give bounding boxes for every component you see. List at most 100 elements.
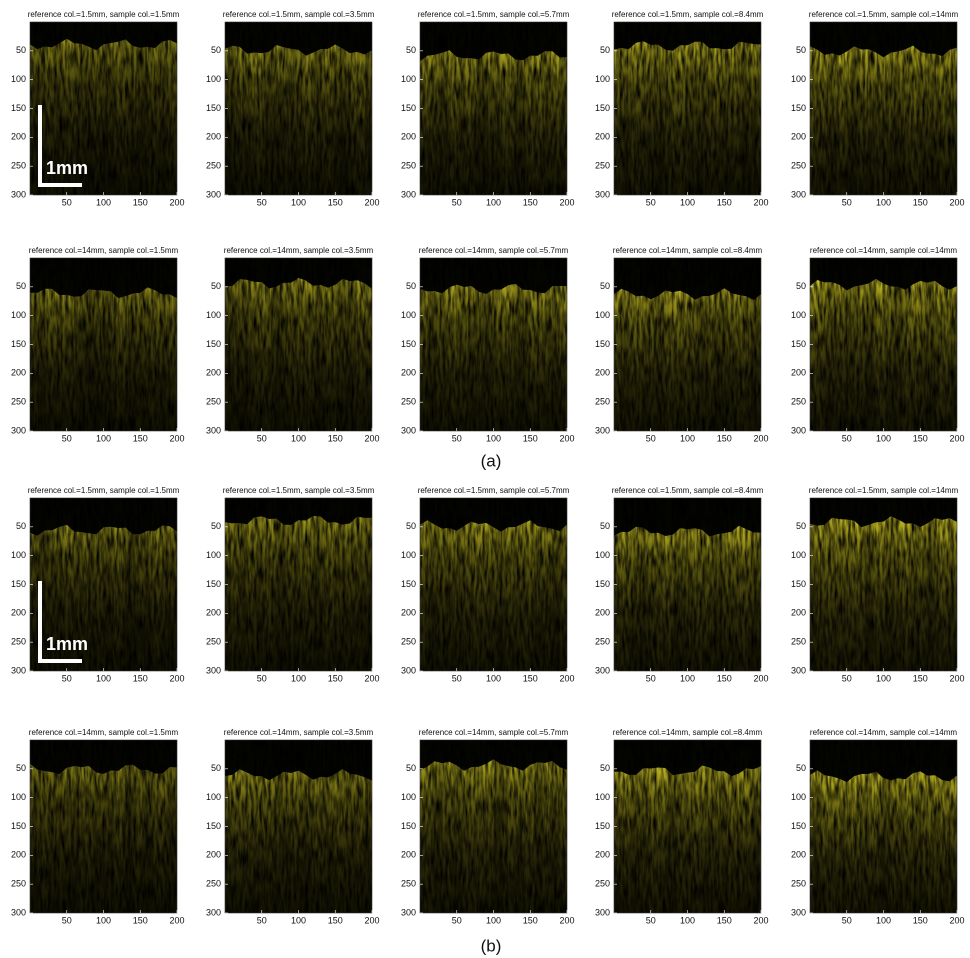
panel: reference col.=1.5mm, sample col.=5.7mm5… <box>401 486 575 683</box>
x-tick-label: 50 <box>62 673 72 683</box>
panel: reference col.=1.5mm, sample col.=5.7mm5… <box>401 10 575 207</box>
x-tick-label: 150 <box>133 915 148 925</box>
x-tick-label: 150 <box>523 915 538 925</box>
panel: reference col.=14mm, sample col.=5.7mm50… <box>401 728 575 925</box>
x-tick-label: 50 <box>646 673 656 683</box>
y-tick-label: 300 <box>11 189 26 199</box>
y-tick-label: 200 <box>595 132 610 142</box>
x-tick-label: 150 <box>523 197 538 207</box>
panel: reference col.=1.5mm, sample col.=1.5mm5… <box>11 486 185 683</box>
x-tick-label: 150 <box>913 433 928 443</box>
panel-title: reference col.=1.5mm, sample col.=3.5mm <box>223 486 375 495</box>
y-tick-label: 200 <box>206 850 221 860</box>
streaks <box>420 22 567 195</box>
y-tick-label: 250 <box>791 161 806 171</box>
y-tick-label: 100 <box>595 310 610 320</box>
y-tick-label: 200 <box>206 132 221 142</box>
y-tick-label: 200 <box>11 608 26 618</box>
y-tick-label: 250 <box>11 637 26 647</box>
panel-title: reference col.=1.5mm, sample col.=8.4mm <box>612 486 764 495</box>
streaks <box>614 258 761 431</box>
x-tick-label: 150 <box>717 197 732 207</box>
x-tick-label: 150 <box>133 197 148 207</box>
y-tick-label: 250 <box>206 879 221 889</box>
y-tick-label: 200 <box>401 368 416 378</box>
y-tick-label: 100 <box>11 74 26 84</box>
x-tick-label: 50 <box>842 673 852 683</box>
x-tick-label: 200 <box>753 433 768 443</box>
x-tick-label: 200 <box>753 915 768 925</box>
streaks <box>810 740 957 913</box>
y-tick-label: 300 <box>595 665 610 675</box>
y-tick-label: 150 <box>595 821 610 831</box>
x-tick-label: 100 <box>680 915 695 925</box>
x-tick-label: 100 <box>876 673 891 683</box>
y-tick-label: 100 <box>401 550 416 560</box>
y-tick-label: 50 <box>211 281 221 291</box>
x-tick-label: 150 <box>717 915 732 925</box>
y-tick-label: 250 <box>206 397 221 407</box>
x-tick-label: 100 <box>876 915 891 925</box>
y-tick-label: 200 <box>11 850 26 860</box>
y-tick-label: 300 <box>206 907 221 917</box>
y-tick-label: 50 <box>406 521 416 531</box>
panel-title: reference col.=14mm, sample col.=14mm <box>810 246 958 255</box>
y-tick-label: 300 <box>401 665 416 675</box>
y-tick-label: 100 <box>791 550 806 560</box>
y-tick-label: 150 <box>11 339 26 349</box>
streaks <box>810 498 957 671</box>
y-tick-label: 150 <box>401 103 416 113</box>
y-tick-label: 100 <box>11 792 26 802</box>
y-tick-label: 300 <box>401 425 416 435</box>
panel: reference col.=1.5mm, sample col.=14mm50… <box>791 10 965 207</box>
x-tick-label: 150 <box>328 673 343 683</box>
y-tick-label: 50 <box>600 763 610 773</box>
y-tick-label: 250 <box>595 879 610 889</box>
x-tick-label: 50 <box>842 197 852 207</box>
streaks <box>614 498 761 671</box>
y-tick-label: 200 <box>791 368 806 378</box>
y-tick-label: 150 <box>401 821 416 831</box>
panel-title: reference col.=1.5mm, sample col.=14mm <box>809 486 959 495</box>
scale-bar-label: 1mm <box>46 158 88 178</box>
x-tick-label: 150 <box>328 197 343 207</box>
streaks <box>225 258 372 431</box>
panel: reference col.=1.5mm, sample col.=1.5mm5… <box>11 10 185 207</box>
y-tick-label: 150 <box>595 579 610 589</box>
x-tick-label: 100 <box>486 673 501 683</box>
x-tick-label: 100 <box>680 433 695 443</box>
panel: reference col.=1.5mm, sample col.=8.4mm5… <box>595 10 769 207</box>
y-tick-label: 300 <box>595 425 610 435</box>
x-tick-label: 200 <box>753 673 768 683</box>
x-tick-label: 50 <box>62 433 72 443</box>
y-tick-label: 100 <box>401 792 416 802</box>
y-tick-label: 250 <box>791 879 806 889</box>
panel: reference col.=1.5mm, sample col.=8.4mm 5… <box>595 486 769 683</box>
x-tick-label: 150 <box>913 673 928 683</box>
scale-bar-label: 1mm <box>46 634 88 654</box>
x-tick-label: 150 <box>913 197 928 207</box>
x-tick-label: 200 <box>753 197 768 207</box>
y-tick-label: 300 <box>401 907 416 917</box>
y-tick-label: 250 <box>595 397 610 407</box>
x-tick-label: 200 <box>364 673 379 683</box>
y-tick-label: 200 <box>595 850 610 860</box>
panel: reference col.=14mm, sample col.=1.5mm50… <box>11 246 185 443</box>
figure-label: (b) <box>481 936 502 955</box>
streaks <box>420 258 567 431</box>
x-tick-label: 200 <box>169 197 184 207</box>
y-tick-label: 100 <box>11 550 26 560</box>
y-tick-label: 250 <box>11 397 26 407</box>
panel-title: reference col.=1.5mm, sample col.=5.7mm <box>418 10 570 19</box>
y-tick-label: 100 <box>595 550 610 560</box>
y-tick-label: 200 <box>595 608 610 618</box>
y-tick-label: 100 <box>206 792 221 802</box>
y-tick-label: 300 <box>791 665 806 675</box>
streaks <box>810 22 957 195</box>
y-tick-label: 150 <box>11 821 26 831</box>
x-tick-label: 200 <box>169 673 184 683</box>
x-tick-label: 100 <box>96 673 111 683</box>
streaks <box>810 258 957 431</box>
x-tick-label: 50 <box>452 673 462 683</box>
